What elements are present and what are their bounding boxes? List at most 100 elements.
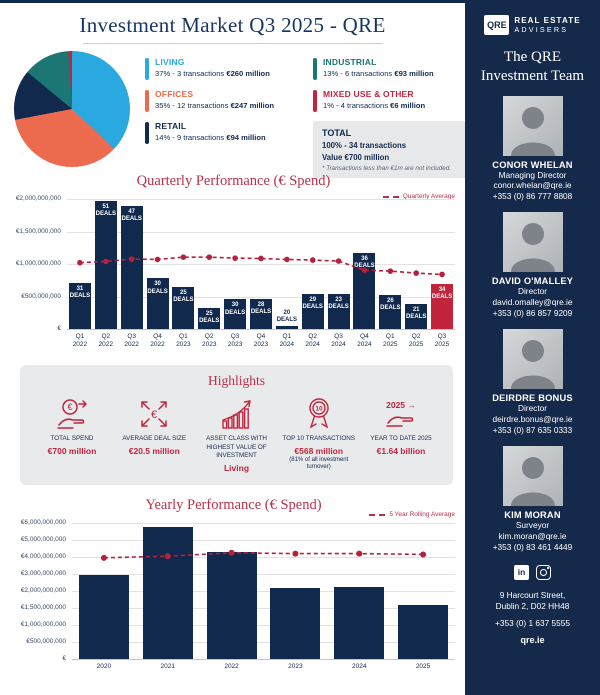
- y-axis-labels: € €500,000,000 €1,000,000,000 €1,500,000,00…: [12, 195, 67, 332]
- y-tick-label: €: [62, 655, 66, 662]
- x-tick-label: 2025: [415, 663, 431, 670]
- gridline: [72, 591, 455, 592]
- member-photo: [502, 329, 563, 390]
- pie-legend-column-1: LIVING 37% - 3 transactions €260 million…: [145, 57, 305, 144]
- legend-item-offices: OFFICES 35% - 12 transactions €247 milli…: [145, 89, 305, 112]
- bar-q2-2022: 51 DEALS: [94, 200, 117, 329]
- x-tick-label: Q3 2024: [331, 333, 346, 349]
- qre-logo-mark: QRE: [484, 15, 510, 35]
- y-tick-label: €: [57, 325, 61, 332]
- member-name: DEIRDRE BONUS: [492, 393, 573, 404]
- plot-area: € €500,000,000 €1,000,000,000 €1,500,000,00…: [12, 195, 455, 332]
- bar-q1-2025: 26 DEALS: [379, 294, 402, 329]
- svg-text:€: €: [67, 402, 72, 412]
- deals-label: 31 DEALS: [69, 285, 91, 299]
- bar-q1-2024: 20 DEALS: [275, 310, 298, 329]
- top-accent-bar: [0, 0, 600, 3]
- gridline: [72, 642, 455, 643]
- legend-label: Quarterly Average: [402, 193, 455, 200]
- highlight-value: €568 million: [294, 445, 344, 456]
- highlight-top-10-transactions: 10 TOP 10 TRANSACTIONS €568 million (81%…: [279, 395, 359, 473]
- highlight-value: €700 million: [47, 445, 97, 456]
- highlight-label: AVERAGE DEAL SIZE: [122, 435, 187, 442]
- bar-q3-2022: 47 DEALS: [120, 206, 143, 329]
- legend-detail: 35% - 12 transactions €247 million: [155, 101, 275, 110]
- main-content: Investment Market Q3 2025 - QRE LIVING 3…: [0, 3, 467, 695]
- x-tick-label: Q1 2022: [72, 333, 88, 349]
- deals-label: 34 DEALS: [431, 286, 453, 300]
- legend-name: OFFICES: [155, 89, 194, 99]
- year-arrow-text: 2025 →: [386, 399, 416, 410]
- x-axis-labels: Q1 2022 Q2 2022 Q3 2022 Q4 2022 Q1 2023 Q2 2023 Q3 20…: [67, 330, 455, 350]
- expand-arrows-euro-icon: €: [114, 395, 194, 433]
- member-email[interactable]: david.omalley@qre.ie: [492, 297, 573, 308]
- website-link[interactable]: qre.ie: [520, 635, 545, 646]
- deals-label: 47 DEALS: [121, 209, 142, 223]
- member-name: CONOR WHELAN: [492, 159, 573, 170]
- social-links: in: [465, 564, 600, 580]
- chart-title: Yearly Performance (€ Spend): [145, 497, 322, 513]
- deals-label: 26 DEALS: [380, 297, 401, 311]
- average-dot: [258, 255, 264, 262]
- deals-label: 28 DEALS: [250, 301, 272, 315]
- member-email[interactable]: kim.moran@qre.ie: [498, 530, 567, 541]
- legend-marker: [145, 122, 149, 144]
- plot: [72, 523, 455, 660]
- legend-detail: 14% - 9 transactions €94 million: [155, 133, 266, 142]
- legend-marker: [145, 58, 149, 80]
- euro-hand-icon: €: [32, 395, 112, 433]
- bar-2022: [206, 551, 257, 659]
- total-transactions: 100% - 34 transactions: [322, 141, 407, 150]
- legend-name: INDUSTRIAL: [323, 57, 377, 67]
- member-email[interactable]: deirdre.bonus@qre.ie: [492, 414, 573, 425]
- x-tick-label: Q4 2022: [150, 333, 165, 349]
- plot-area: € €500,000,000 €1,000,000,000 €1,500,000,00…: [12, 519, 455, 662]
- bar-2020: [78, 574, 129, 659]
- team-member-kim-moran: KIM MORAN Surveyor kim.moran@qre.ie +353…: [465, 445, 600, 553]
- bar-q4-2022: 30 DEALS: [146, 278, 169, 329]
- highlight-year-to-date: 2025 → YEAR TO DATE 2025 €1.64 billion: [361, 395, 441, 473]
- plot: 31 DEALS 51 DEALS 47 DEALS 30 DEALS 25 DEALS 25 DEA…: [67, 199, 455, 330]
- member-name: KIM MORAN: [504, 509, 561, 520]
- yearly-performance-chart: Yearly Performance (€ Spend) 5 Year Roll…: [12, 497, 455, 671]
- qre-logo-text: REAL ESTATE ADVISERS: [514, 16, 581, 34]
- qre-logo: QRE REAL ESTATE ADVISERS: [465, 15, 600, 35]
- member-email[interactable]: conor.whelan@qre.ie: [493, 180, 572, 191]
- highlights-row: € TOTAL SPEND €700 million: [20, 389, 453, 473]
- x-tick-label: Q2 2023: [201, 333, 217, 349]
- member-photo: [502, 95, 563, 156]
- average-dot: [232, 255, 238, 261]
- team-member-conor-whelan: CONOR WHELAN Managing Director conor.whe…: [465, 95, 600, 203]
- member-role: Director: [517, 403, 548, 414]
- bar-2024: [334, 586, 385, 659]
- chart-legend: 5 Year Rolling Average: [369, 511, 455, 518]
- bar-q2-2024: 29 DEALS: [301, 294, 324, 329]
- total-summary-box: TOTAL 100% - 34 transactions Value €700 …: [313, 121, 467, 178]
- instagram-icon[interactable]: [536, 564, 551, 580]
- legend-name: MIXED USE & OTHER: [323, 89, 414, 99]
- y-tick-label: €5,000,000,000: [20, 536, 66, 543]
- x-tick-label: Q4 2023: [253, 333, 269, 349]
- member-role: Surveyor: [515, 519, 550, 530]
- legend-marker: [145, 90, 149, 112]
- team-member-david-omalley: DAVID O'MALLEY Director david.omalley@qr…: [465, 212, 600, 319]
- gridline: [72, 625, 455, 626]
- gridline: [72, 574, 455, 575]
- legend-item-retail: RETAIL 14% - 9 transactions €94 million: [145, 121, 305, 144]
- deals-label: 23 DEALS: [328, 296, 349, 310]
- year-hand-icon: 2025 →: [361, 395, 441, 433]
- highlight-note: (81% of all investment turnover): [289, 456, 349, 471]
- svg-text:10: 10: [315, 406, 323, 413]
- chart-legend: Quarterly Average: [382, 193, 455, 200]
- highlight-label: TOP 10 TRANSACTIONS: [282, 435, 355, 442]
- member-phone: +353 (0) 86 857 9209: [492, 308, 573, 319]
- member-photo: [502, 445, 563, 506]
- deals-label: 36 DEALS: [354, 256, 375, 270]
- y-tick-label: €1,500,000,000: [20, 604, 66, 611]
- bar-q3-2023: 30 DEALS: [224, 299, 247, 329]
- legend-marker: [313, 58, 317, 80]
- bar-q2-2025: 21 DEALS: [405, 303, 428, 329]
- total-footnote: * Transactions less than €1m are not inc…: [322, 165, 452, 172]
- linkedin-icon[interactable]: in: [514, 564, 529, 580]
